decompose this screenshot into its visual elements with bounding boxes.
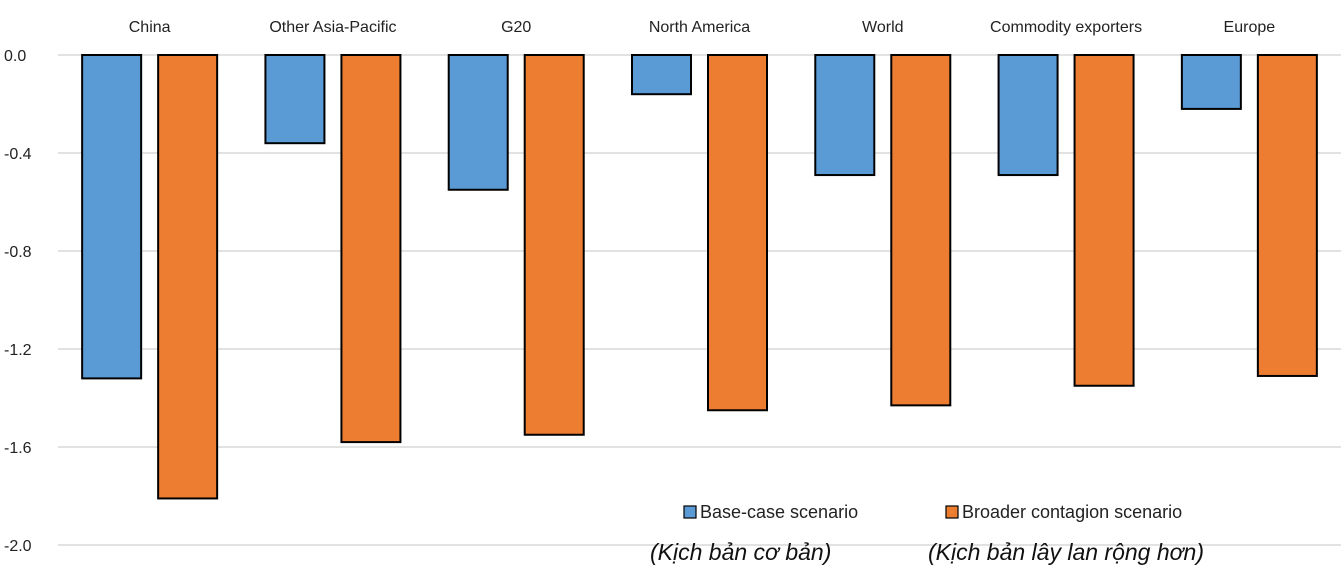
bar-broader-contagion xyxy=(340,54,402,444)
legend-label-broader: Broader contagion scenario xyxy=(962,502,1182,522)
bar-broader-contagion xyxy=(523,54,585,436)
y-tick-label: 0.0 xyxy=(4,48,26,65)
legend-swatch-base xyxy=(683,505,697,519)
bar-base-case xyxy=(81,54,143,380)
y-tick-label: -0.4 xyxy=(4,146,32,163)
category-label: Commodity exporters xyxy=(990,19,1142,36)
category-labels: China Other Asia-Pacific G20 North America W… xyxy=(129,19,1276,36)
bar-base-case xyxy=(1180,54,1242,110)
y-tick-label: -2.0 xyxy=(4,538,32,555)
category-label: Europe xyxy=(1224,19,1276,36)
bars xyxy=(81,54,1318,500)
gridlines xyxy=(58,54,1341,546)
bar-broader-contagion xyxy=(707,54,768,412)
bar-broader-contagion xyxy=(157,54,219,500)
bar-broader-contagion xyxy=(890,54,952,407)
legend: Base-case scenario Broader contagion sce… xyxy=(683,502,1182,522)
y-axis-ticks: 0.0 -0.4 -0.8 -1.2 -1.6 -2.0 xyxy=(4,48,32,555)
bar-base-case xyxy=(997,54,1059,177)
bar-base-case xyxy=(264,54,326,145)
y-tick-label: -1.2 xyxy=(4,342,32,359)
bar-base-case xyxy=(814,54,876,177)
category-label: World xyxy=(862,19,904,36)
category-label: Other Asia-Pacific xyxy=(269,19,396,36)
category-label: China xyxy=(129,19,171,36)
legend-swatch-broader xyxy=(945,505,959,519)
category-label: North America xyxy=(649,19,750,36)
y-tick-label: -1.6 xyxy=(4,440,32,457)
category-label: G20 xyxy=(501,19,531,36)
note-broader-vi: (Kịch bản lây lan rộng hơn) xyxy=(928,539,1204,565)
note-base-case-vi: (Kịch bản cơ bản) xyxy=(650,539,831,565)
bar-broader-contagion xyxy=(1256,54,1318,377)
legend-label-base: Base-case scenario xyxy=(700,502,858,522)
bar-base-case xyxy=(631,54,692,96)
bar-base-case xyxy=(447,54,509,191)
bar-broader-contagion xyxy=(1073,54,1135,387)
y-tick-label: -0.8 xyxy=(4,244,32,261)
